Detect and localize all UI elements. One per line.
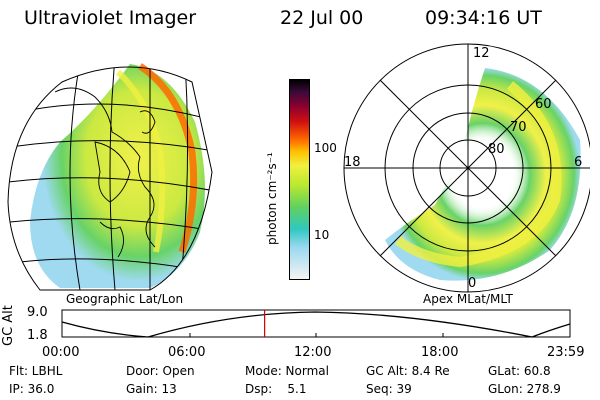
mlt-label-18: 18 (344, 155, 361, 170)
mlat-label-70: 70 (510, 120, 527, 135)
altitude-ytick-1-8: 1.8 (27, 328, 48, 343)
mlat-label-80: 80 (488, 142, 505, 157)
mlt-label-6: 6 (574, 155, 583, 170)
altitude-xticks (189, 333, 444, 337)
altitude-ylabel: GC Alt (1, 305, 16, 346)
mlt-label-12: 12 (473, 46, 490, 61)
altitude-xtick-2359: 23:59 (547, 345, 585, 360)
geo-coastlines (54, 87, 156, 258)
glon-status: GLon: 278.9 (488, 382, 561, 396)
app-title: Ultraviolet Imager (24, 7, 197, 29)
gain-status: Gain: 13 (126, 382, 177, 396)
polar-plot (343, 43, 590, 293)
glat-status: GLat: 60.8 (488, 364, 551, 378)
geo-emission-region (30, 64, 205, 288)
mlt-label-0: 0 (468, 276, 477, 291)
altitude-xtick-1200: 12:00 (294, 345, 332, 360)
altitude-ytick-9: 9.0 (27, 305, 48, 320)
altitude-xtick-1800: 18:00 (421, 345, 459, 360)
dsp-status: Dsp: 5.1 (245, 382, 307, 396)
altitude-curve (61, 311, 571, 338)
gc-alt-status: GC Alt: 8.4 Re (366, 364, 450, 378)
image-time: 09:34:16 UT (425, 7, 542, 29)
colorbar-tick-100: 100 (314, 141, 337, 155)
geo-gridlines (8, 67, 212, 290)
polar-gridlines (343, 43, 590, 293)
colorbar (289, 79, 310, 280)
altitude-xtick-0000: 00:00 (42, 345, 80, 360)
colorbar-unit-label: photon cm⁻²s⁻¹ (265, 152, 279, 245)
geo-auroral-arc (138, 63, 198, 254)
altitude-plot (61, 309, 571, 338)
seq-status: Seq: 39 (366, 382, 412, 396)
geo-panel-label: Geographic Lat/Lon (66, 292, 184, 306)
mlat-label-60: 60 (535, 97, 552, 112)
geographic-map (7, 63, 213, 291)
door-status: Door: Open (126, 364, 195, 378)
ip-status: IP: 36.0 (9, 382, 55, 396)
filter-status: Flt: LBHL (9, 364, 63, 378)
geo-map-border (7, 66, 213, 291)
polar-panel-label: Apex MLat/MLT (423, 292, 513, 306)
colorbar-tick-10: 10 (314, 228, 330, 242)
altitude-xtick-0600: 06:00 (168, 345, 206, 360)
mode-status: Mode: Normal (245, 364, 329, 378)
altitude-plot-frame (61, 309, 571, 338)
image-date: 22 Jul 00 (280, 7, 364, 29)
